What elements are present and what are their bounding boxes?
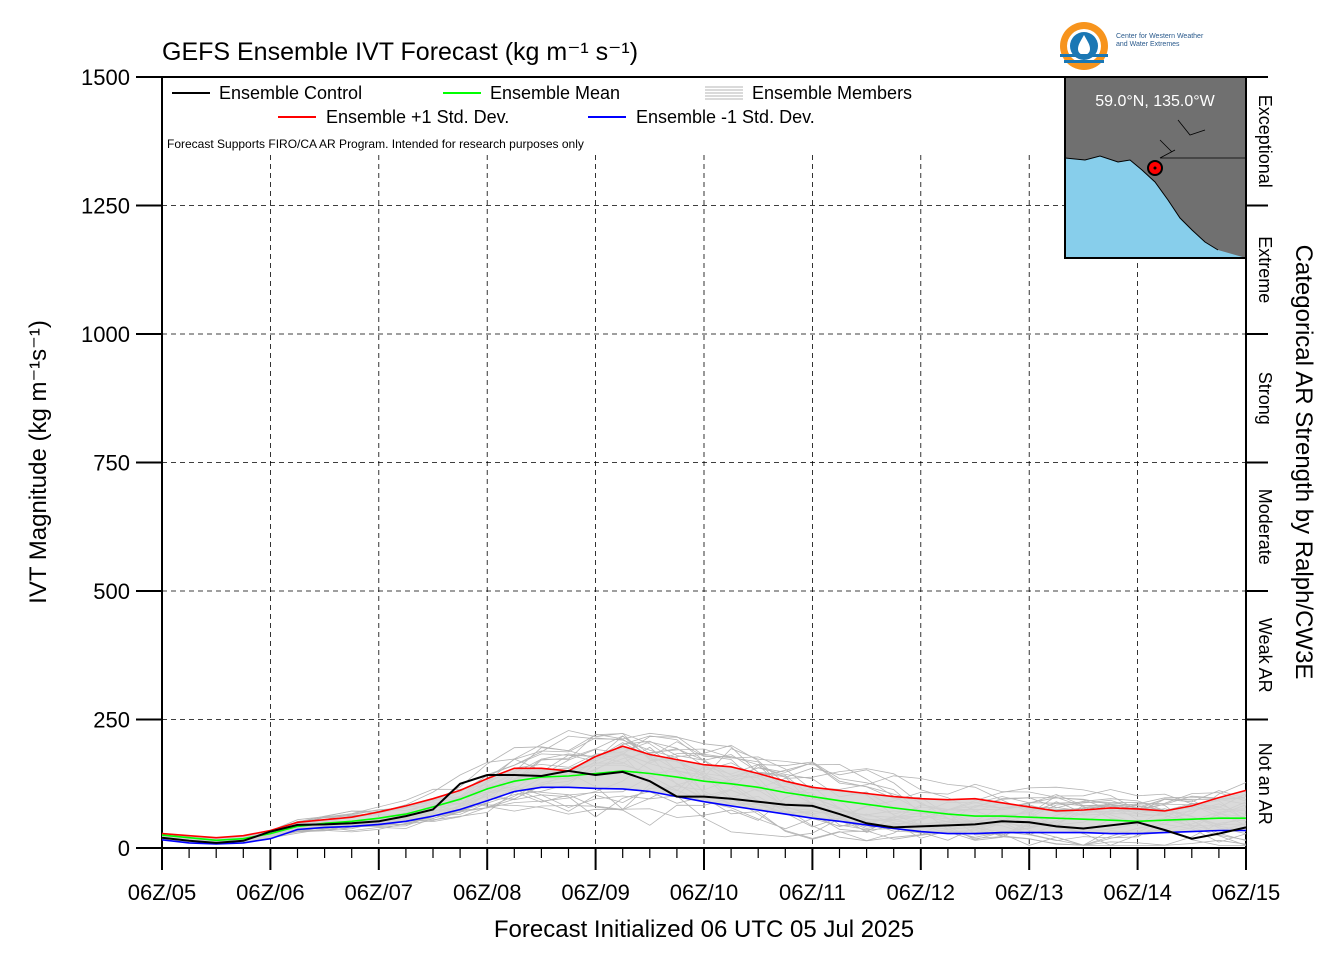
x-tick-label: 06Z/08 [453, 880, 522, 905]
series-line-plus1 [161, 745, 1247, 839]
ensemble-spread-band [162, 746, 1246, 844]
disclaimer-note: Forecast Supports FIRO/CA AR Program. In… [167, 137, 584, 151]
y-tick-label: 1250 [81, 194, 130, 219]
legend-label-minus1: Ensemble -1 Std. Dev. [636, 107, 815, 127]
y-tick-label: 0 [118, 836, 130, 861]
chart-title: GEFS Ensemble IVT Forecast (kg m⁻¹ s⁻¹) [162, 38, 638, 66]
y-axis: 0 250 500 750 1000 1250 1500 [81, 65, 162, 861]
y-tick-label: 1000 [81, 322, 130, 347]
x-tick-label: 06Z/15 [1212, 880, 1281, 905]
inset-map-political-lines [1159, 119, 1246, 159]
series-lines [161, 745, 1247, 845]
inset-map-border [1064, 155, 1219, 251]
series-line-mean [161, 770, 1246, 842]
x-tick-label: 06Z/13 [995, 880, 1064, 905]
category-label: Extreme [1255, 236, 1275, 303]
inset-map-frame [1064, 76, 1247, 259]
right-axis-label: Categorical AR Strength by Ralph/CW3E [1290, 245, 1317, 680]
y-axis-label: IVT Magnitude (kg m⁻¹s⁻¹) [25, 320, 52, 604]
legend-label-plus1: Ensemble +1 Std. Dev. [326, 107, 509, 127]
x-tick-label: 06Z/11 [779, 880, 846, 905]
series-line-minus1 [161, 786, 1246, 845]
x-tick-label: 06Z/07 [345, 880, 414, 905]
y-tick-label: 500 [93, 579, 130, 604]
x-axis: 06Z/05 06Z/06 06Z/07 06Z/08 06Z/09 06Z/10 06Z/… [128, 848, 1281, 905]
inset-map-location-label: 59.0°N, 135.0°W [1095, 93, 1215, 110]
inset-map: 59.0°N, 135.0°W [1064, 76, 1247, 259]
logo-text: Center for Western Weather and Water Ext… [1116, 33, 1203, 49]
x-tick-label: 06Z/14 [1103, 880, 1172, 905]
legend-label-mean: Ensemble Mean [490, 83, 620, 103]
category-label: Not an AR [1255, 743, 1275, 825]
logo-text-line2: and Water Extremes [1116, 41, 1180, 48]
category-label: Exceptional [1255, 95, 1275, 188]
cw3e-logo-icon [1060, 22, 1108, 70]
x-tick-label: 06Z/05 [128, 880, 197, 905]
right-category-axis: Not an AR Weak AR Moderate Strong Extreme Exc… [1246, 76, 1275, 825]
legend-label-members: Ensemble Members [752, 83, 912, 103]
legend-swatch-members [705, 86, 743, 100]
location-marker-dot [1153, 166, 1157, 170]
category-label: Weak AR [1255, 618, 1275, 693]
x-tick-label: 06Z/06 [236, 880, 305, 905]
inset-map-ocean [1065, 156, 1246, 258]
legend-label-control: Ensemble Control [219, 83, 362, 103]
category-label: Moderate [1255, 489, 1275, 565]
series-line-control [161, 769, 1247, 844]
category-label: Strong [1255, 372, 1275, 425]
x-tick-label: 06Z/12 [887, 880, 956, 905]
x-tick-label: 06Z/09 [561, 880, 630, 905]
grid-lines [162, 155, 1246, 848]
logo-text-line1: Center for Western Weather [1116, 33, 1204, 40]
x-tick-label: 06Z/10 [670, 880, 739, 905]
x-axis-label: Forecast Initialized 06 UTC 05 Jul 2025 [494, 916, 914, 943]
ensemble-member-line [161, 768, 1247, 846]
legend: Ensemble Control Ensemble Mean Ensemble … [167, 83, 912, 151]
y-tick-label: 1500 [81, 65, 130, 90]
y-tick-label: 750 [93, 451, 130, 476]
y-tick-label: 250 [93, 708, 130, 733]
